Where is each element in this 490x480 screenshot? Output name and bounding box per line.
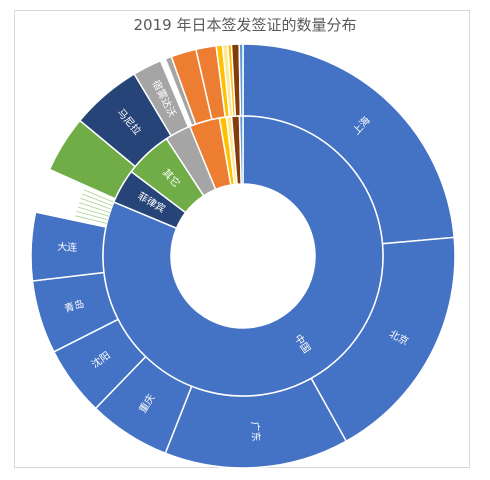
outer-ring-label: 广东 [249, 421, 263, 442]
minor-category-line [76, 210, 108, 221]
minor-category-line [83, 189, 114, 203]
outer-ring-segment [238, 43, 244, 117]
minor-category-lines [75, 189, 114, 224]
chart-title: 2019 年日本签发签证的数量分布 [133, 16, 357, 34]
minor-category-line [77, 206, 109, 217]
inner-ring-segment [102, 115, 384, 397]
minor-category-line [81, 193, 113, 207]
minor-category-line [75, 215, 107, 224]
outer-ring-label: 大连 [57, 240, 78, 254]
minor-category-line [78, 202, 111, 214]
inner-ring-segment [238, 115, 244, 185]
minor-category-line [80, 197, 112, 210]
